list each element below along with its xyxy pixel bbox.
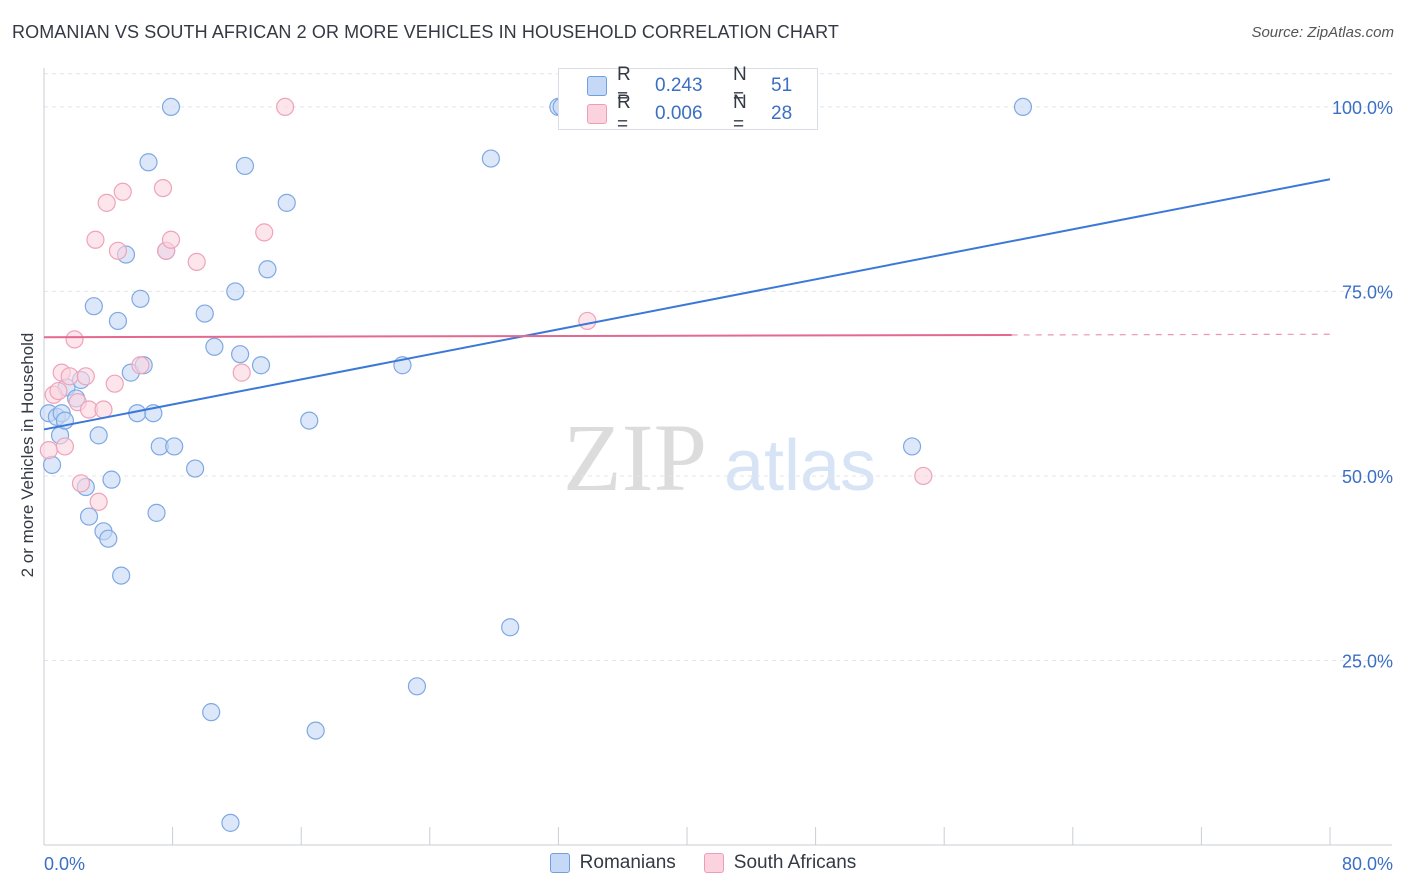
trendline-ext-south-africans <box>1011 333 1331 336</box>
point-south-africans <box>49 381 68 401</box>
legend-swatch-south-africans <box>703 853 724 873</box>
point-romanians <box>108 311 128 331</box>
point-romanians <box>186 459 205 478</box>
point-romanians <box>102 470 121 489</box>
point-romanians <box>84 297 103 316</box>
stats-n-label: N = <box>733 92 747 135</box>
point-romanians <box>902 437 922 456</box>
point-south-africans <box>914 466 933 486</box>
chart-legend: Romanians South Africans <box>0 852 1406 874</box>
stats-n-label: N = <box>733 64 747 107</box>
point-south-africans <box>89 492 108 511</box>
chart-title: ROMANIAN VS SOUTH AFRICAN 2 OR MORE VEHI… <box>12 22 839 42</box>
point-romanians <box>407 677 427 696</box>
point-romanians <box>231 345 250 364</box>
point-romanians <box>99 529 118 548</box>
y-tick-label: 75.0% <box>1342 282 1393 302</box>
point-romanians <box>300 411 319 430</box>
y-axis-label: 2 or more Vehicles in Household <box>18 332 37 578</box>
point-south-africans <box>55 437 74 456</box>
point-south-africans <box>578 311 597 331</box>
point-south-africans <box>76 367 95 386</box>
x-tick-label-max: 80.0% <box>1342 854 1393 874</box>
point-romanians <box>42 455 62 474</box>
stats-r-label: R = <box>617 64 631 107</box>
point-south-africans <box>94 400 113 419</box>
point-romanians <box>165 437 184 456</box>
point-romanians <box>161 97 181 117</box>
point-south-africans <box>255 223 274 242</box>
y-tick-label: 100.0% <box>1332 98 1393 118</box>
stats-r-label: R = <box>617 92 631 135</box>
point-romanians <box>79 507 99 526</box>
point-romanians <box>226 282 245 301</box>
legend-item-romanians[interactable]: Romanians <box>549 852 676 874</box>
point-romanians <box>147 503 166 522</box>
trendline-south-africans <box>43 333 1012 339</box>
x-tick-label-min: 0.0% <box>44 854 85 874</box>
point-south-africans <box>232 363 251 382</box>
watermark-zip: ZIP <box>563 404 707 511</box>
point-south-africans <box>113 182 132 201</box>
point-south-africans <box>105 374 124 393</box>
point-south-africans <box>187 252 206 272</box>
point-south-africans <box>131 356 150 375</box>
point-south-africans <box>86 230 105 249</box>
point-south-africans <box>108 241 128 260</box>
point-south-africans <box>153 178 173 198</box>
stats-r-value: 0.006 <box>655 103 703 124</box>
stats-n-value: 51 <box>771 75 793 96</box>
stats-swatch-south-africans <box>587 104 607 124</box>
point-south-africans <box>39 441 58 460</box>
stats-swatch-romanians <box>587 76 607 96</box>
point-romanians <box>235 156 255 176</box>
stats-box: R = 0.243 N = 51 R = 0.006 N = 28 <box>558 64 818 135</box>
point-romanians <box>277 193 296 212</box>
source-credit: Source: ZipAtlas.com <box>1251 24 1394 41</box>
point-south-africans <box>276 97 295 117</box>
point-romanians <box>306 721 325 740</box>
y-tick-label: 50.0% <box>1342 467 1393 487</box>
point-romanians <box>251 356 271 375</box>
point-south-africans <box>97 193 116 212</box>
legend-item-south-africans[interactable]: South Africans <box>703 852 857 874</box>
point-romanians <box>139 153 158 172</box>
legend-label-south-africans: South Africans <box>733 852 857 873</box>
point-south-africans <box>161 230 181 249</box>
trendline-romanians <box>43 178 1331 431</box>
legend-label-romanians: Romanians <box>579 852 676 873</box>
point-south-africans <box>65 330 84 349</box>
point-romanians <box>501 618 520 637</box>
watermark-atlas: atlas <box>724 426 876 506</box>
point-romanians <box>258 260 277 279</box>
y-tick-label: 25.0% <box>1342 651 1393 671</box>
point-south-africans <box>71 474 91 493</box>
point-romanians <box>112 566 131 585</box>
stats-n-value: 28 <box>771 103 793 124</box>
stats-r-value: 0.243 <box>655 75 703 96</box>
point-romanians <box>1013 97 1033 117</box>
point-romanians <box>202 703 221 722</box>
point-south-africans <box>60 367 79 386</box>
point-romanians <box>195 304 214 323</box>
point-romanians <box>221 813 240 832</box>
point-romanians <box>89 426 108 445</box>
point-romanians <box>131 289 150 308</box>
point-romanians <box>481 149 500 168</box>
point-romanians <box>205 337 224 356</box>
legend-swatch-romanians <box>549 853 570 873</box>
